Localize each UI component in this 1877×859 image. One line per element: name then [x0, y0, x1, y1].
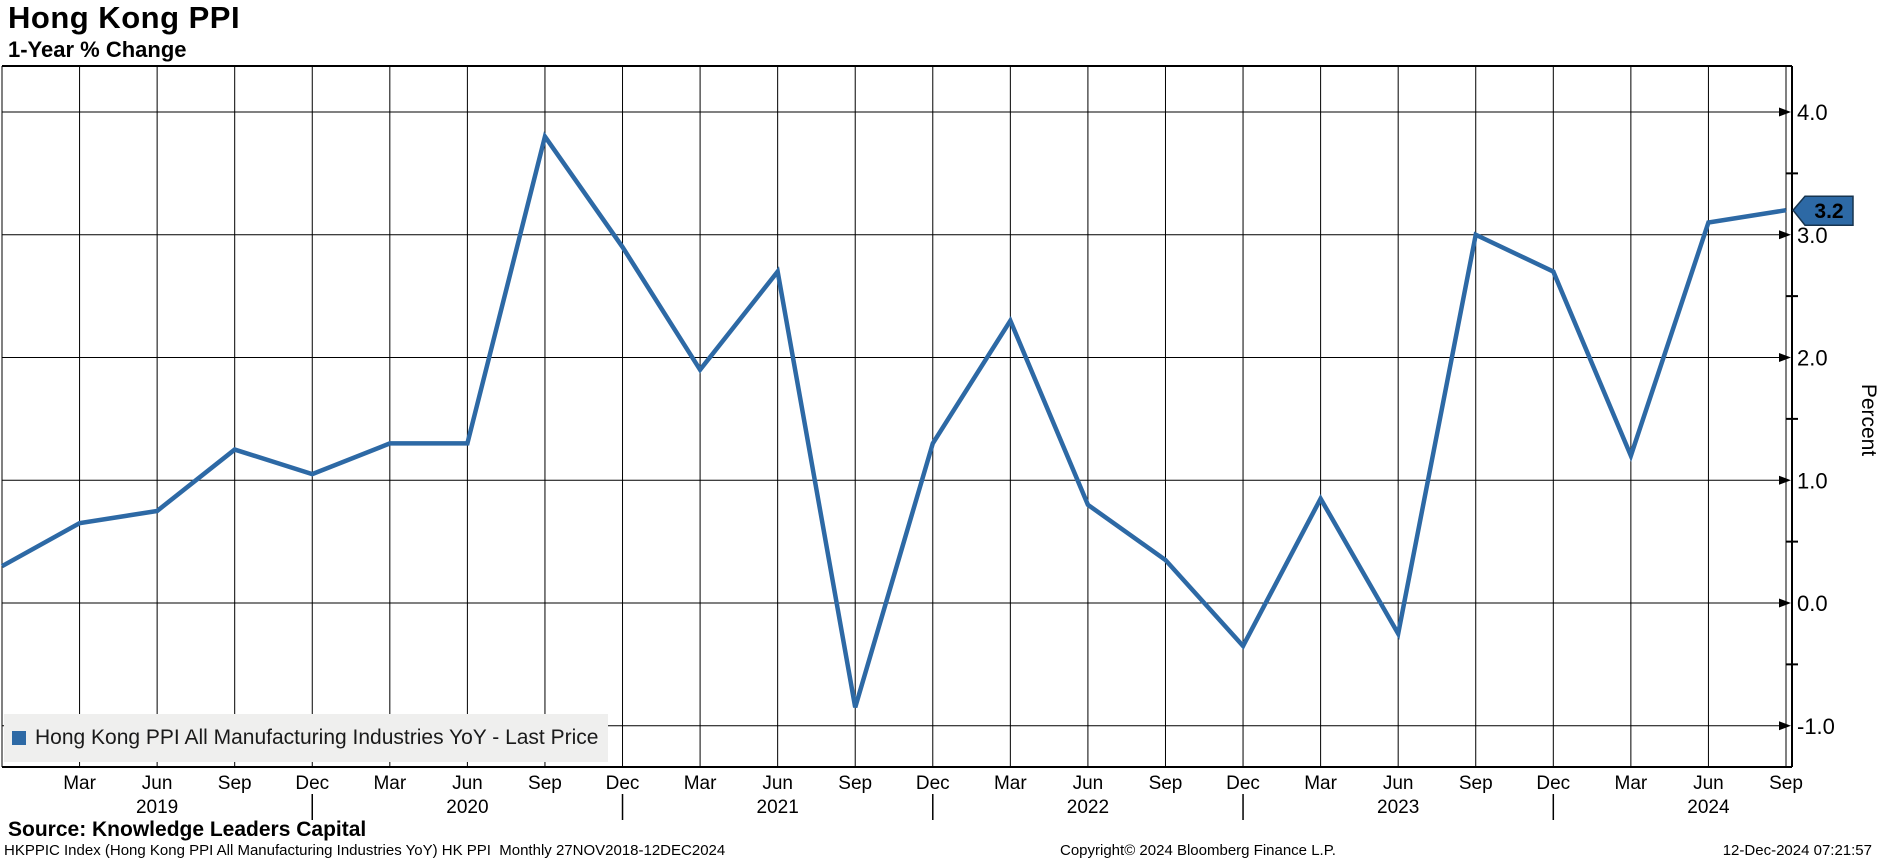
x-tick-label: Jun	[1383, 773, 1414, 794]
x-tick-label: Dec	[1536, 773, 1570, 794]
x-tick-label: Dec	[1226, 773, 1260, 794]
x-tick-label: Jun	[1073, 773, 1104, 794]
x-tick-label: Sep	[528, 773, 562, 794]
x-tick-label: Sep	[1149, 773, 1183, 794]
axis-arrow-icon	[1779, 475, 1791, 485]
axis-arrow-icon	[1779, 353, 1791, 362]
x-tick-label: Mar	[1304, 773, 1337, 794]
x-year-label: 2021	[757, 797, 799, 818]
x-tick-label: Mar	[63, 773, 96, 794]
x-tick-label: Mar	[684, 773, 717, 794]
y-tick-label: 2.0	[1797, 346, 1828, 371]
x-tick-label: Jun	[142, 773, 173, 794]
legend-label: Hong Kong PPI All Manufacturing Industri…	[35, 726, 599, 749]
x-year-label: 2024	[1687, 797, 1730, 818]
source-line: Source: Knowledge Leaders Capital	[8, 818, 367, 841]
y-tick-label: 1.0	[1797, 468, 1828, 493]
series-line	[0, 131, 1787, 708]
x-tick-label: Sep	[838, 773, 872, 794]
y-axis-title: Percent	[1857, 384, 1877, 457]
y-tick-label: 3.0	[1797, 223, 1828, 248]
x-tick-label: Mar	[1615, 773, 1648, 794]
copyright-notice: Copyright© 2024 Bloomberg Finance L.P.	[1060, 842, 1336, 859]
x-tick-label: Dec	[295, 773, 329, 794]
ticker-info: HKPPIC Index (Hong Kong PPI All Manufact…	[4, 842, 726, 859]
x-year-label: 2019	[136, 797, 178, 818]
x-tick-label: Jun	[452, 773, 483, 794]
x-tick-label: Mar	[373, 773, 406, 794]
axis-arrow-icon	[1779, 107, 1791, 117]
x-tick-label: Dec	[916, 773, 950, 794]
last-price-badge	[1792, 195, 1854, 226]
last-price-value: 3.2	[1814, 200, 1843, 223]
x-tick-label: Jun	[1693, 773, 1724, 794]
legend-swatch-icon	[12, 731, 26, 745]
x-year-label: 2023	[1377, 797, 1419, 818]
x-tick-label: Sep	[218, 773, 252, 794]
x-year-label: 2020	[446, 797, 488, 818]
x-tick-label: Dec	[606, 773, 640, 794]
ppi-line-chart[interactable]: 4.0 3.0 2.0 1.0 0.0 -1.0 Mar Jun 2019 Sep Dec Mar Ju…	[0, 0, 1877, 824]
page-title: Hong Kong PPI	[8, 0, 241, 35]
chart-legend[interactable]: Hong Kong PPI All Manufacturing Industri…	[4, 714, 608, 762]
page-subtitle: 1-Year % Change	[8, 37, 187, 62]
x-tick-label: Jun	[762, 773, 793, 794]
axis-arrow-icon	[1779, 721, 1791, 731]
y-tick-label: -1.0	[1797, 714, 1835, 739]
x-year-label: 2022	[1067, 797, 1109, 818]
y-tick-label: 4.0	[1797, 100, 1828, 125]
timestamp: 12-Dec-2024 07:21:57	[1722, 842, 1872, 859]
x-tick-label: Mar	[994, 773, 1027, 794]
axis-arrow-icon	[1779, 230, 1791, 240]
x-tick-label: Sep	[1769, 773, 1803, 794]
axis-arrow-icon	[1779, 598, 1791, 608]
x-tick-label: Sep	[1459, 773, 1493, 794]
y-tick-label: 0.0	[1797, 591, 1828, 616]
